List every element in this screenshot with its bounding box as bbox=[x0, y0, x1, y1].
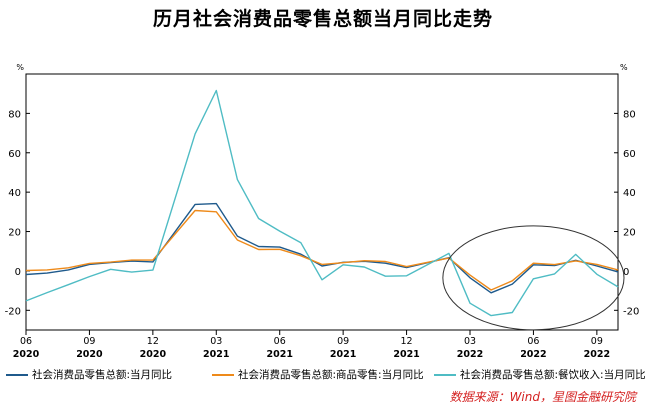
x-tick-month: 12 bbox=[147, 336, 159, 347]
y-unit-left: % bbox=[16, 63, 24, 72]
x-tick-year: 2021 bbox=[393, 349, 419, 360]
series-line-1 bbox=[25, 209, 619, 291]
legend-item-total: 社会消费品零售总额:当月同比 bbox=[6, 369, 172, 381]
x-tick-year: 2021 bbox=[330, 349, 356, 360]
x-tick-month: 03 bbox=[210, 336, 222, 347]
y-tick-label-right: 80 bbox=[623, 109, 636, 120]
x-tick-year: 2022 bbox=[457, 349, 483, 360]
x-tick-year: 2020 bbox=[13, 349, 40, 360]
legend-item-goods: 社会消费品零售总额:商品零售:当月同比 bbox=[212, 369, 424, 381]
source-note: 数据来源：Wind，星图金融研究院 bbox=[449, 390, 636, 404]
x-tick-year: 2022 bbox=[584, 349, 610, 360]
x-tick-month: 06 bbox=[274, 336, 286, 347]
x-tick-year: 2020 bbox=[140, 349, 167, 360]
legend-swatch-goods bbox=[212, 374, 234, 376]
x-tick-year: 2020 bbox=[76, 349, 103, 360]
legend-label-goods: 社会消费品零售总额:商品零售:当月同比 bbox=[238, 369, 424, 381]
x-tick-month: 03 bbox=[464, 336, 476, 347]
x-tick-year: 2021 bbox=[266, 349, 292, 360]
x-tick-year: 2022 bbox=[520, 349, 546, 360]
x-tick-month: 09 bbox=[83, 336, 95, 347]
y-tick-label-left: 20 bbox=[8, 228, 21, 239]
highlight-ellipse bbox=[442, 225, 625, 331]
y-tick-label-right: 60 bbox=[623, 149, 636, 160]
y-tick-label-right: 20 bbox=[623, 228, 636, 239]
x-tick-month: 12 bbox=[401, 336, 413, 347]
x-tick-month: 09 bbox=[591, 336, 603, 347]
x-tick-month: 09 bbox=[337, 336, 349, 347]
x-tick-month: 06 bbox=[20, 336, 32, 347]
y-tick-label-left: 60 bbox=[8, 149, 21, 160]
chart-title: 历月社会消费品零售总额当月同比走势 bbox=[152, 8, 493, 30]
x-tick-month: 06 bbox=[527, 336, 539, 347]
legend-label-catering: 社会消费品零售总额:餐饮收入:当月同比 bbox=[460, 369, 646, 381]
y-tick-label-left: 40 bbox=[8, 188, 21, 199]
y-tick-label-left: -20 bbox=[5, 306, 21, 317]
y-unit-right: % bbox=[620, 63, 628, 72]
y-tick-label-right: 40 bbox=[623, 188, 636, 199]
legend-item-catering: 社会消费品零售总额:餐饮收入:当月同比 bbox=[434, 369, 646, 381]
plot-frame bbox=[25, 73, 619, 331]
legend-swatch-catering bbox=[434, 374, 456, 376]
x-tick-year: 2021 bbox=[203, 349, 229, 360]
y-tick-label-left: 0 bbox=[15, 267, 21, 278]
y-tick-label-right: 0 bbox=[623, 267, 629, 278]
y-tick-label-left: 80 bbox=[8, 109, 21, 120]
series-line-2 bbox=[25, 89, 619, 317]
y-tick-label-right: -20 bbox=[623, 306, 639, 317]
legend-label-total: 社会消费品零售总额:当月同比 bbox=[32, 369, 173, 381]
legend-swatch-total bbox=[6, 374, 28, 376]
